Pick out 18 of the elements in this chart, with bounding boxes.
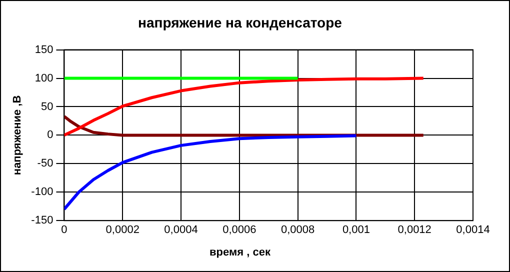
x-tick-label: 0,0014 (456, 224, 490, 236)
y-tick-label: 50 (40, 100, 54, 113)
x-tick-label: 0,0004 (164, 224, 198, 236)
y-tick-label: 150 (34, 44, 54, 56)
y-axis-title: напряжение ,В (12, 95, 24, 176)
x-tick-label: 0,0006 (222, 224, 256, 236)
y-tick-label: -50 (37, 158, 54, 170)
chart-title: напряжение на конденсаторе (138, 14, 342, 30)
x-tick-label: 0,0008 (280, 224, 315, 236)
x-tick-label: 0,0012 (398, 224, 432, 236)
x-tick-label: 0,0002 (106, 224, 140, 236)
y-tick-label: 100 (34, 72, 54, 84)
y-tick-label: 0 (47, 129, 54, 142)
y-tick-label: -100 (31, 186, 54, 198)
x-tick-label: 0 (61, 224, 68, 236)
y-tick-label: -150 (31, 214, 54, 227)
x-axis-title: время , сек (210, 246, 271, 258)
x-tick-label: 0,001 (342, 224, 370, 236)
